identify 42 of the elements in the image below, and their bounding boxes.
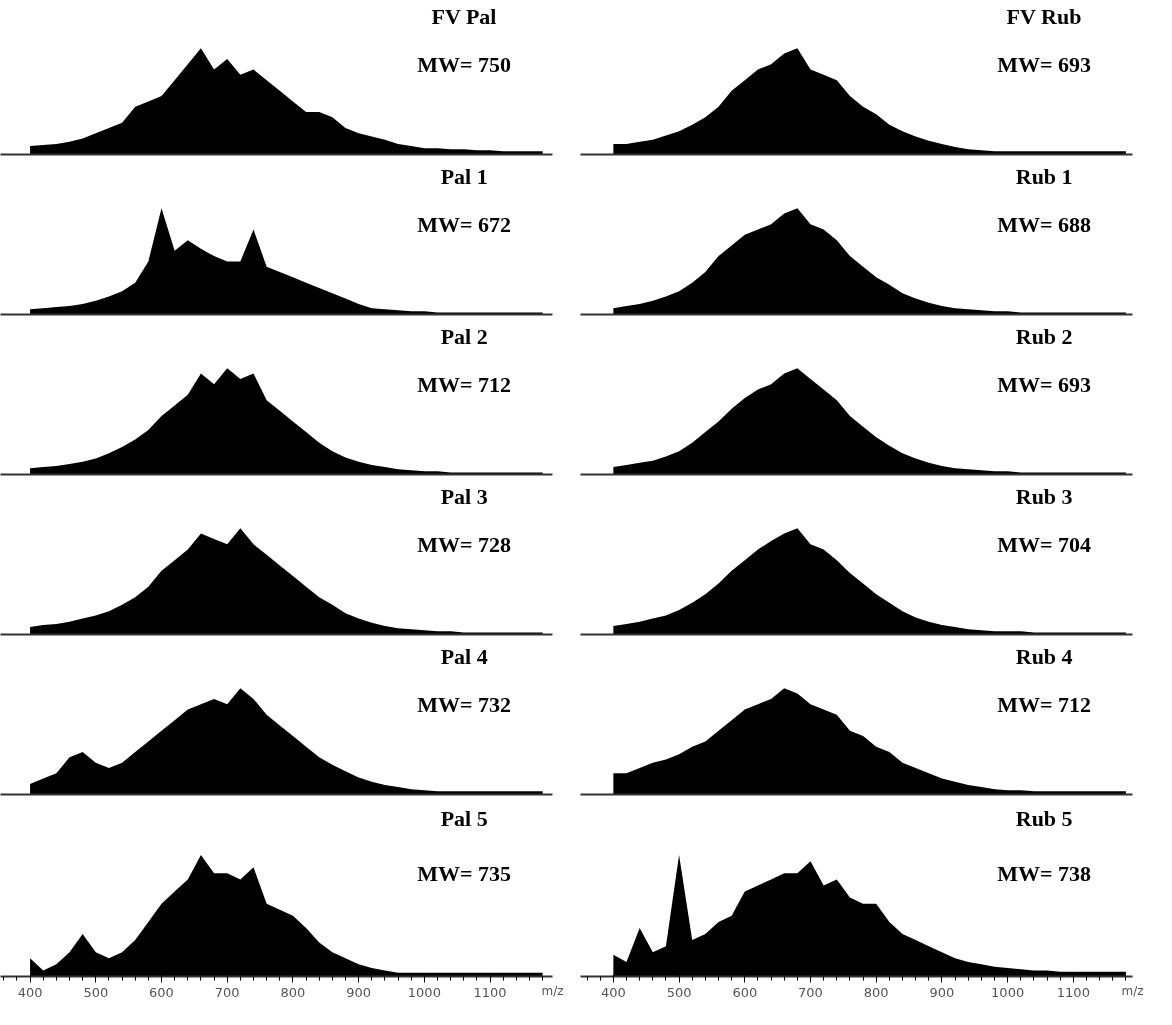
annotation: MW= 693 bbox=[997, 371, 1092, 397]
chart-title: Pal 2 bbox=[440, 323, 488, 349]
chart-title: Pal 4 bbox=[440, 643, 488, 669]
x-tick-label: 800 bbox=[863, 984, 889, 1000]
chart-title: Rub 3 bbox=[1015, 483, 1073, 509]
x-tick-label: 900 bbox=[929, 984, 955, 1000]
x-tick-label: 500 bbox=[83, 984, 109, 1000]
chart-title: Rub 2 bbox=[1015, 323, 1073, 349]
x-tick-label: 700 bbox=[798, 984, 823, 1000]
chart-title: Pal 1 bbox=[440, 163, 488, 189]
annotation: MW= 712 bbox=[417, 371, 512, 397]
annotation: MW= 735 bbox=[417, 860, 512, 886]
annotation: MW= 688 bbox=[997, 211, 1092, 237]
x-tick-label: 400 bbox=[17, 984, 43, 1000]
annotation: MW= 672 bbox=[417, 211, 512, 237]
chart-title: Rub 1 bbox=[1015, 163, 1073, 189]
x-tick-label: 1100 bbox=[473, 984, 507, 1000]
x-axis-title: m/z bbox=[1121, 983, 1144, 998]
chart-title: FV Pal bbox=[431, 3, 497, 29]
annotation: MW= 750 bbox=[417, 51, 512, 77]
x-tick-label: 500 bbox=[666, 984, 692, 1000]
annotation: MW= 738 bbox=[997, 860, 1092, 886]
x-tick-label: 800 bbox=[280, 984, 306, 1000]
x-tick-label: 600 bbox=[149, 984, 174, 1000]
x-tick-label: 1000 bbox=[991, 984, 1025, 1000]
x-tick-label: 400 bbox=[600, 984, 626, 1000]
chart-title: Pal 3 bbox=[440, 483, 488, 509]
annotation: MW= 732 bbox=[417, 691, 512, 717]
x-tick-label: 1000 bbox=[407, 984, 441, 1000]
chart-title: Rub 5 bbox=[1015, 806, 1073, 832]
x-tick-label: 600 bbox=[732, 984, 758, 1000]
x-tick-label: 900 bbox=[346, 984, 372, 1000]
x-tick-label: 1100 bbox=[1056, 984, 1090, 1000]
chart-title: Pal 5 bbox=[440, 806, 488, 832]
x-tick-label: 700 bbox=[214, 984, 240, 1000]
chart-title: Rub 4 bbox=[1015, 643, 1073, 669]
annotation: MW= 728 bbox=[417, 531, 512, 557]
chart-title: FV Rub bbox=[1006, 3, 1082, 29]
annotation: MW= 704 bbox=[997, 531, 1092, 557]
annotation: MW= 693 bbox=[997, 51, 1092, 77]
annotation: MW= 712 bbox=[997, 691, 1092, 717]
x-axis-title: m/z bbox=[541, 983, 564, 998]
